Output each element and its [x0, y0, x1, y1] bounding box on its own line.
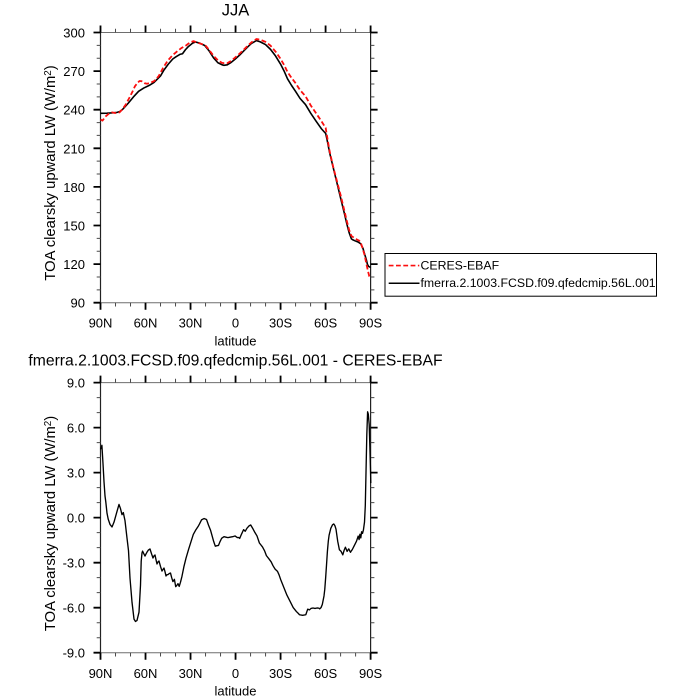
svg-text:30N: 30N [179, 666, 203, 681]
svg-text:latitude: latitude [215, 334, 257, 349]
svg-text:6.0: 6.0 [67, 421, 85, 436]
svg-text:240: 240 [63, 103, 85, 118]
svg-text:180: 180 [63, 180, 85, 195]
svg-text:0: 0 [232, 666, 239, 681]
svg-text:-6.0: -6.0 [63, 601, 85, 616]
svg-text:TOA clearsky upward LW (W/m2): TOA clearsky upward LW (W/m2) [43, 416, 59, 631]
svg-text:9.0: 9.0 [67, 376, 85, 391]
svg-text:90N: 90N [89, 316, 113, 331]
svg-text:90S: 90S [359, 666, 382, 681]
svg-text:90S: 90S [359, 316, 382, 331]
svg-text:90N: 90N [89, 666, 113, 681]
svg-text:60S: 60S [314, 666, 337, 681]
svg-text:30S: 30S [269, 666, 292, 681]
svg-text:0.0: 0.0 [67, 511, 85, 526]
svg-text:3.0: 3.0 [67, 466, 85, 481]
svg-text:30N: 30N [179, 316, 203, 331]
svg-text:0: 0 [232, 316, 239, 331]
svg-text:CERES-EBAF: CERES-EBAF [421, 259, 500, 273]
svg-text:-3.0: -3.0 [63, 556, 85, 571]
svg-text:30S: 30S [269, 316, 292, 331]
svg-text:150: 150 [63, 219, 85, 234]
svg-text:60N: 60N [134, 666, 158, 681]
svg-text:90: 90 [71, 296, 85, 311]
svg-text:60N: 60N [134, 316, 158, 331]
svg-text:-9.0: -9.0 [63, 646, 85, 661]
svg-text:60S: 60S [314, 316, 337, 331]
svg-text:270: 270 [63, 64, 85, 79]
svg-text:120: 120 [63, 257, 85, 272]
svg-text:latitude: latitude [215, 684, 257, 699]
svg-text:300: 300 [63, 26, 85, 41]
svg-text:JJA: JJA [222, 2, 250, 20]
svg-text:fmerra.2.1003.FCSD.f09.qfedcmi: fmerra.2.1003.FCSD.f09.qfedcmip.56L.001 … [28, 352, 442, 369]
svg-text:TOA clearsky upward LW (W/m2): TOA clearsky upward LW (W/m2) [43, 65, 59, 280]
svg-text:fmerra.2.1003.FCSD.f09.qfedcmi: fmerra.2.1003.FCSD.f09.qfedcmip.56L.001 [421, 276, 656, 290]
svg-text:210: 210 [63, 141, 85, 156]
